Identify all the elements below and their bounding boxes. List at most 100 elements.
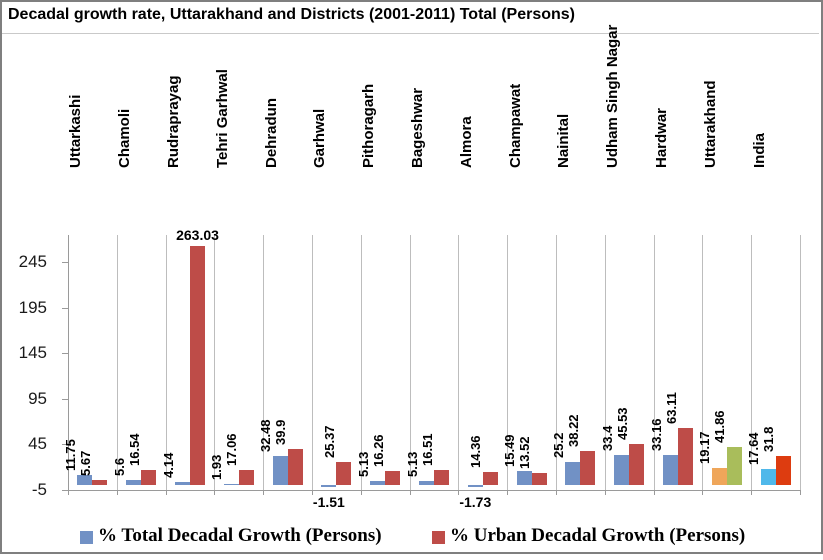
bar-rudraprayag-s0 — [175, 481, 190, 486]
bar-almora-s1 — [482, 472, 498, 486]
category-gridline — [702, 235, 704, 490]
y-tick-mark — [62, 490, 68, 491]
category-gridline — [507, 235, 509, 490]
category-label-uttarkashi: Uttarkashi — [67, 94, 85, 168]
y-tick-label: 95 — [28, 388, 47, 408]
bar-value-label: 11.75 — [62, 438, 78, 471]
bar-value-label: -1.73 — [459, 494, 492, 510]
bar-nainital-s0 — [565, 462, 581, 486]
category-gridline — [409, 235, 411, 490]
category-gridline — [458, 235, 460, 490]
bar-chamoli-s0 — [126, 480, 142, 486]
category-label-uttarakhand: Uttarakhand — [701, 80, 719, 168]
bar-value-label: 5.13 — [355, 451, 371, 477]
x-tick-mark — [312, 490, 313, 495]
x-axis-line — [68, 490, 801, 491]
bar-value-label: 32.48 — [258, 419, 274, 452]
bar-value-label: 14.36 — [468, 435, 484, 469]
x-tick-mark — [116, 490, 118, 495]
category-gridline — [116, 235, 118, 490]
bar-value-label: 45.53 — [614, 407, 630, 440]
category-gridline — [751, 235, 753, 490]
bar-value-label: 5.13 — [404, 451, 420, 477]
bar-garhwal-s0 — [321, 485, 337, 487]
bar-value-label: 25.2 — [550, 433, 566, 459]
bar-value-label: 19.17 — [697, 431, 713, 464]
bar-uttarkashi-s0 — [77, 474, 93, 486]
bar-udham-singh-nagar-s0 — [614, 454, 630, 486]
title-divider — [2, 33, 819, 34]
legend-swatch-urban — [432, 531, 445, 544]
bar-value-label: 15.49 — [502, 434, 518, 468]
y-axis-line — [68, 235, 69, 490]
x-tick-mark — [360, 490, 362, 495]
bar-value-label: 13.52 — [517, 436, 533, 470]
category-gridline — [604, 235, 606, 490]
x-tick-mark — [702, 490, 704, 495]
bar-value-label: 63.11 — [663, 392, 679, 424]
bar-hardwar-s1 — [678, 427, 693, 486]
bar-garhwal-s1 — [336, 462, 352, 486]
bar-value-label: 39.9 — [273, 419, 289, 446]
category-gridline — [214, 235, 216, 490]
category-gridline — [556, 235, 557, 490]
x-tick-mark — [458, 490, 460, 495]
bar-uttarakhand-s1 — [726, 447, 742, 486]
category-label-almora: Almora — [457, 116, 475, 168]
bar-value-label: 41.86 — [712, 410, 728, 444]
bar-tehri-garhwal-s0 — [223, 483, 239, 486]
y-tick-mark — [62, 398, 68, 400]
bar-value-label: 16.26 — [370, 434, 386, 467]
y-tick-label: 245 — [18, 252, 47, 271]
x-tick-mark — [604, 490, 606, 495]
bar-uttarakhand-s0 — [711, 467, 727, 486]
y-tick-mark — [62, 353, 68, 355]
bar-chamoli-s1 — [141, 470, 157, 486]
bar-pithoragarh-s0 — [370, 480, 386, 486]
category-label-tehri-garhwal: Tehri Garhwal — [213, 69, 231, 168]
bar-value-label: 16.51 — [419, 433, 435, 467]
bar-value-label: 1.93 — [209, 454, 225, 480]
bar-value-label: 17.06 — [224, 433, 240, 466]
x-tick-mark — [214, 490, 216, 495]
y-tick-label: 195 — [18, 297, 47, 317]
bar-india-s0 — [760, 469, 776, 486]
legend-label-total: % Total Decadal Growth (Persons) — [98, 525, 382, 546]
bar-value-label: 33.16 — [648, 418, 664, 452]
legend-label-urban: % Urban Decadal Growth (Persons) — [450, 525, 746, 546]
bar-hardwar-s0 — [663, 455, 678, 486]
bar-rudraprayag-s1 — [190, 245, 205, 486]
x-tick-mark — [68, 490, 69, 495]
bar-value-label: 5.6 — [111, 458, 127, 477]
x-tick-mark — [507, 490, 509, 495]
x-tick-mark — [653, 490, 655, 495]
y-tick-mark — [62, 444, 68, 446]
x-tick-mark — [165, 490, 167, 495]
y-tick-mark — [62, 262, 68, 263]
bar-dehradun-s0 — [272, 455, 288, 486]
bar-value-label: 4.14 — [160, 452, 176, 478]
bar-india-s1 — [775, 456, 791, 486]
category-label-dehradun: Dehradun — [262, 97, 280, 168]
category-gridline — [263, 235, 265, 490]
category-gridline — [165, 235, 167, 490]
y-tick-label: 45 — [28, 434, 47, 454]
bar-value-label: 25.37 — [321, 425, 337, 459]
bar-udham-singh-nagar-s1 — [629, 443, 645, 486]
category-label-pithoragarh: Pithoragarh — [360, 83, 378, 168]
bar-bageshwar-s1 — [434, 470, 449, 486]
legend-swatch-total — [80, 531, 93, 544]
bar-pithoragarh-s1 — [385, 470, 401, 486]
bar-value-label: 31.8 — [761, 427, 777, 453]
category-label-udham-singh-nagar: Udham Singh Nagar — [604, 24, 622, 168]
category-label-champawat: Champawat — [506, 83, 524, 168]
x-tick-mark — [800, 490, 801, 495]
bar-nainital-s1 — [580, 450, 596, 486]
bar-bageshwar-s0 — [419, 480, 434, 486]
bar-value-label: 38.22 — [565, 414, 581, 447]
y-tick-label: 145 — [18, 343, 47, 363]
category-label-garhwal: Garhwal — [311, 108, 329, 168]
bar-uttarkashi-s1 — [92, 480, 108, 486]
bar-value-label: 263.03 — [176, 226, 219, 243]
